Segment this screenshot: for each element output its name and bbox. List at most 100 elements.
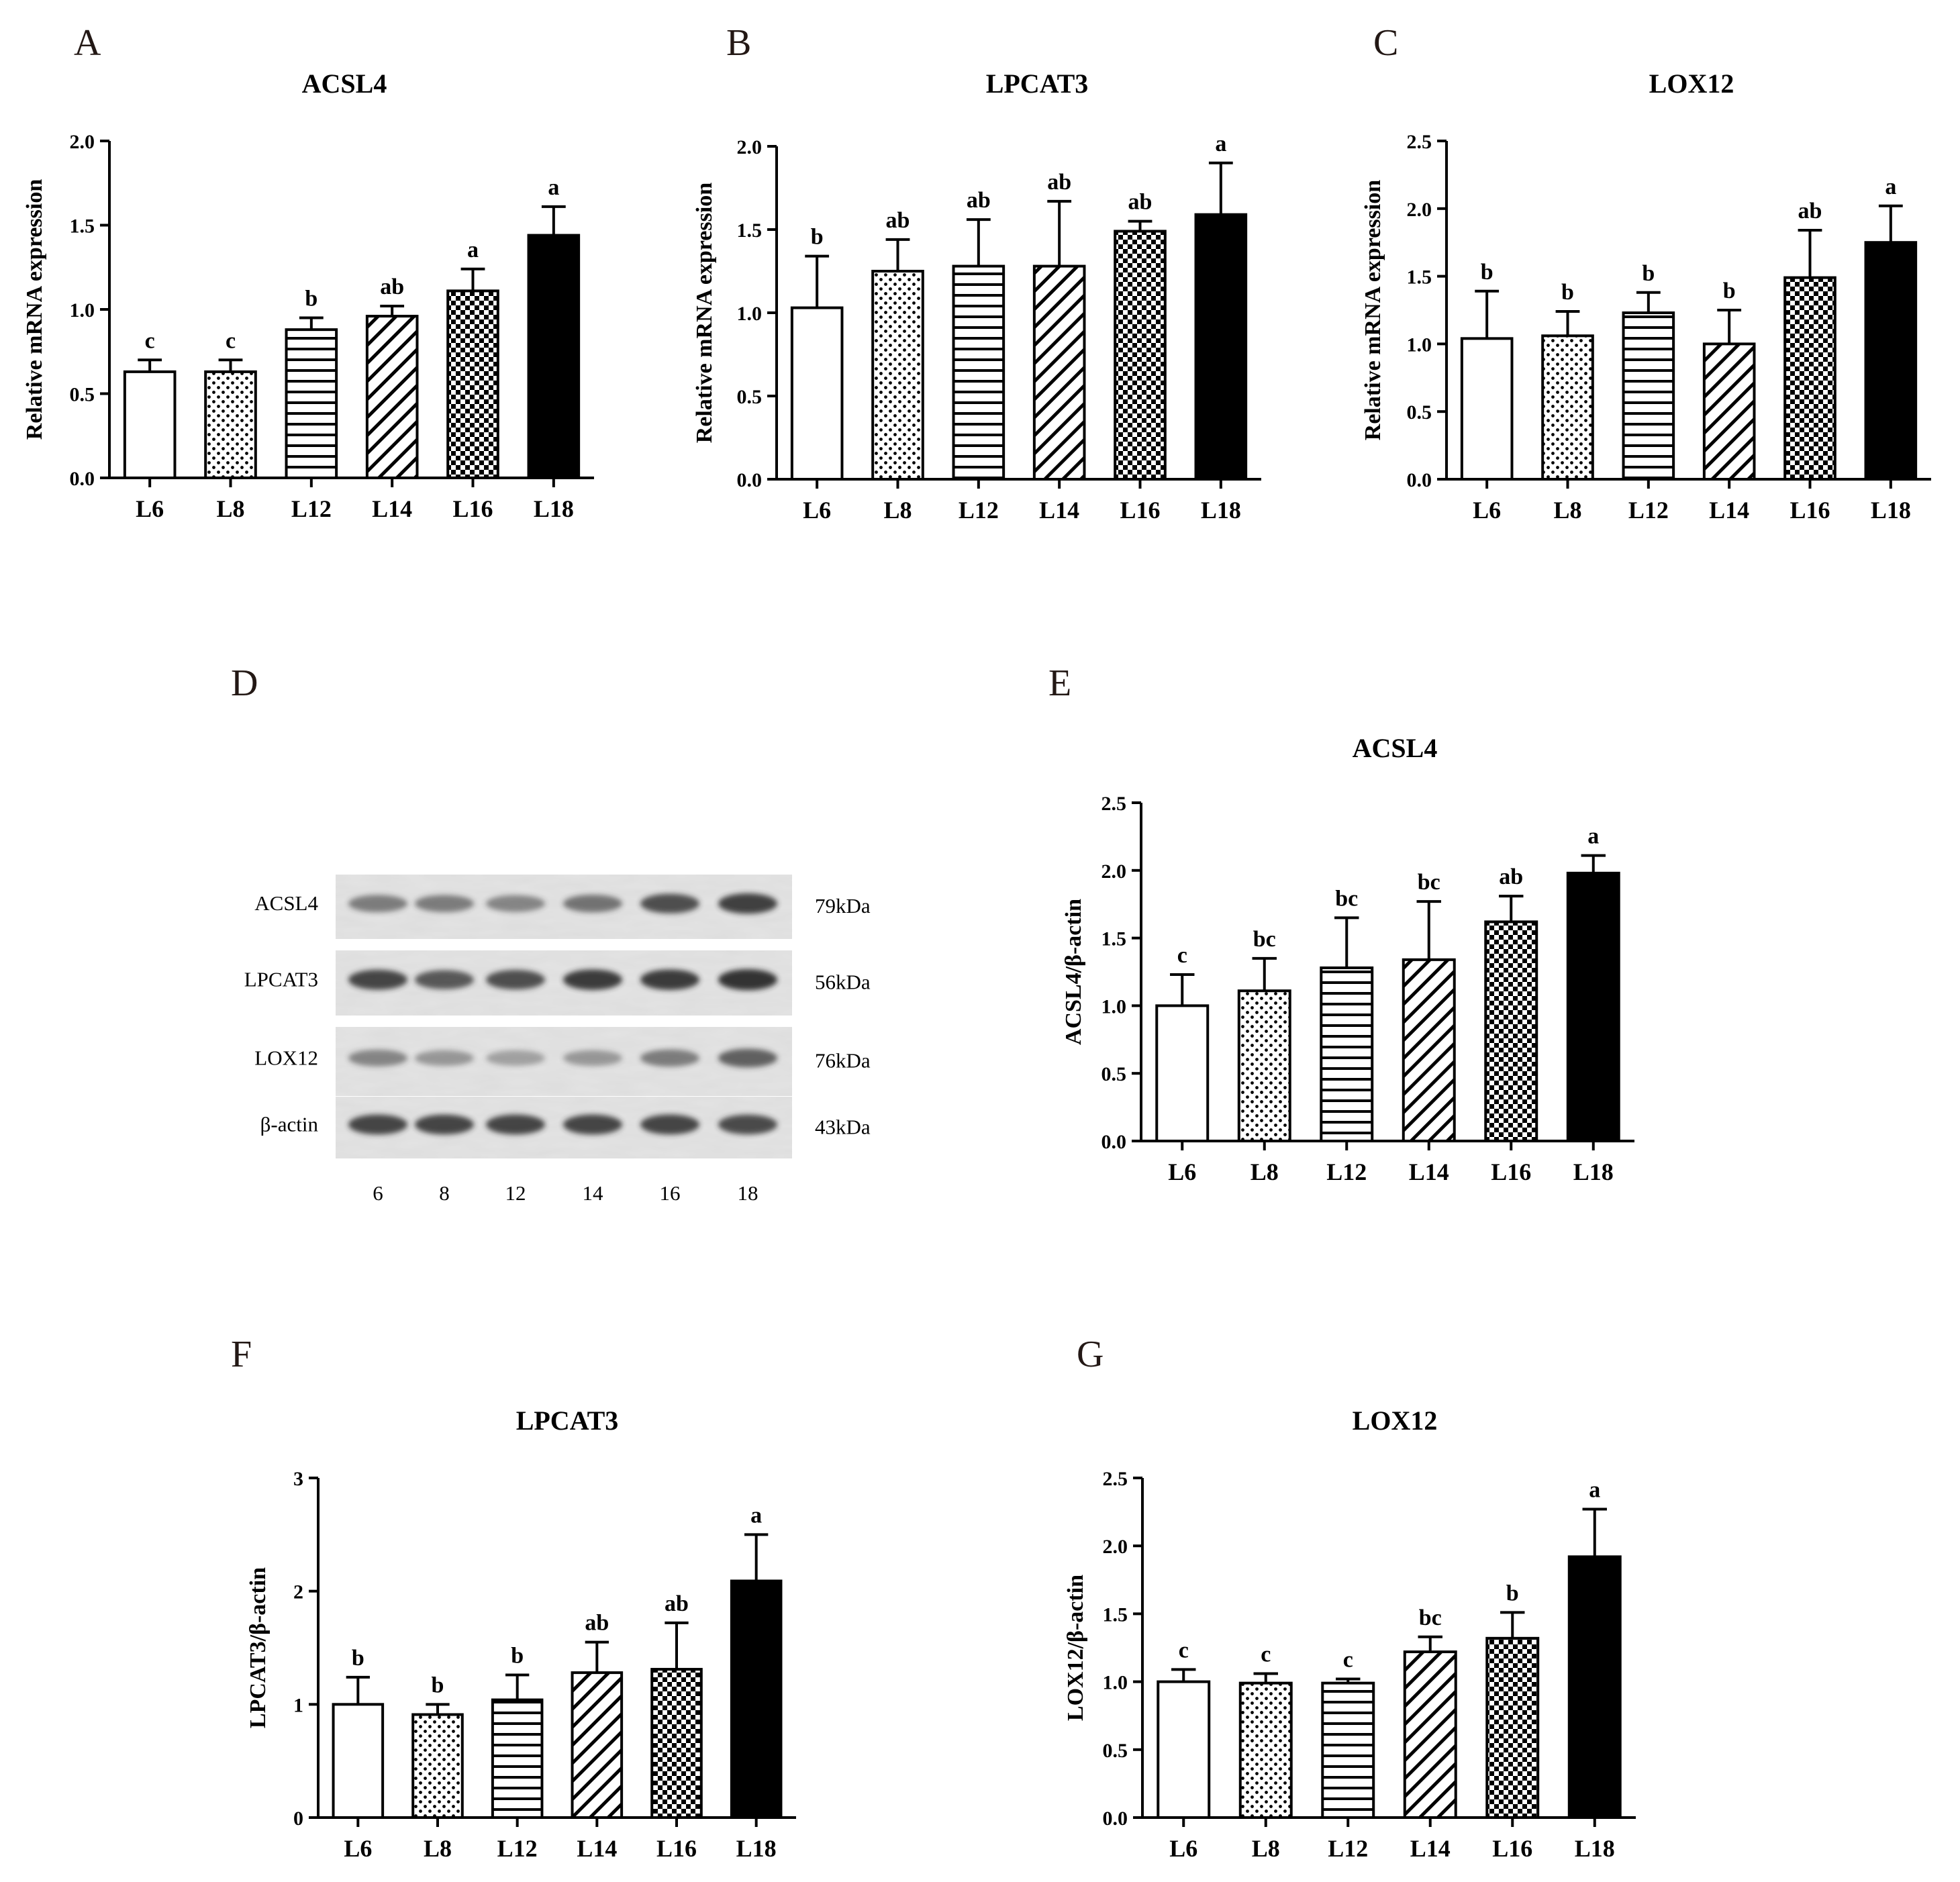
chart-f-sig-label: b xyxy=(511,1643,524,1668)
chart-c-sig-label: b xyxy=(1642,261,1655,286)
blot-band xyxy=(486,895,545,912)
panel-letter-d: D xyxy=(231,662,258,704)
blot-band xyxy=(486,1050,545,1066)
chart-b-xtick-label: L12 xyxy=(959,497,999,524)
panel-letter-b: B xyxy=(726,22,751,64)
chart-a-xtick-label: L16 xyxy=(452,495,493,522)
chart-c-sig-label: ab xyxy=(1798,199,1822,224)
chart-c-ytick-label: 1.5 xyxy=(1407,266,1432,289)
chart-a-sig-label: c xyxy=(226,328,236,353)
chart-b-xtick-label: L8 xyxy=(883,497,912,524)
chart-e-sig-label: bc xyxy=(1418,870,1440,895)
chart-g-ylabel: LOX12/β-actin xyxy=(1063,1575,1088,1721)
blot-band xyxy=(640,1049,699,1067)
chart-f-title: LPCAT3 xyxy=(516,1405,619,1436)
chart-f-sig-label: b xyxy=(352,1646,364,1671)
chart-g-sig-label: c xyxy=(1343,1648,1353,1673)
chart-g-bar-l16 xyxy=(1485,1636,1540,1820)
chart-c-bar-l6 xyxy=(1460,337,1514,481)
chart-c-bar-l16 xyxy=(1783,276,1836,481)
chart-f-sig-label: ab xyxy=(585,1611,609,1636)
chart-b-bar-l18 xyxy=(1194,213,1248,481)
chart-c-bar-l8 xyxy=(1541,334,1594,481)
blot-strip-texture xyxy=(336,875,792,939)
blot-strip-texture xyxy=(336,1027,792,1096)
chart-a-sig-label: ab xyxy=(380,275,404,299)
chart-a-xtick-label: L12 xyxy=(291,495,332,522)
chart-f-xtick-label: L8 xyxy=(424,1835,452,1862)
chart-c-bar-l14 xyxy=(1702,342,1756,481)
chart-c-ylabel: Relative mRNA expression xyxy=(1361,180,1385,441)
chart-g-sig-label: a xyxy=(1589,1478,1600,1503)
panel-letter-g: G xyxy=(1077,1334,1104,1375)
blot-band xyxy=(718,969,777,991)
chart-b-xtick-label: L6 xyxy=(803,497,831,524)
chart-g-ytick-label: 2.0 xyxy=(1103,1536,1128,1558)
chart-c-sig-label: b xyxy=(1481,260,1493,285)
chart-c-title: LOX12 xyxy=(1649,68,1734,99)
chart-f-bar-l16 xyxy=(650,1668,703,1819)
blot-row-label: LPCAT3 xyxy=(244,968,318,991)
blot-band xyxy=(415,895,474,913)
chart-b-bar-l12 xyxy=(952,264,1006,481)
chart-a-sig-label: b xyxy=(305,287,317,311)
chart-g-title: LOX12 xyxy=(1353,1405,1438,1436)
chart-a-title: ACSL4 xyxy=(302,68,387,99)
chart-c-xtick-label: L6 xyxy=(1473,497,1501,524)
chart-b-ytick-label: 1.0 xyxy=(737,303,763,325)
blot-band xyxy=(348,1049,407,1067)
chart-e-ytick-label: 0.0 xyxy=(1101,1131,1127,1153)
chart-f-xtick-label: L6 xyxy=(344,1835,372,1862)
chart-g-xtick-label: L18 xyxy=(1575,1835,1615,1862)
chart-b-sig-label: a xyxy=(1215,132,1226,156)
chart-g-bar-l14 xyxy=(1403,1650,1457,1820)
chart-e-bar-l8 xyxy=(1237,989,1291,1142)
blot-band xyxy=(718,1114,777,1135)
chart-g-ytick-label: 0.5 xyxy=(1103,1740,1128,1762)
chart-a-ylabel: Relative mRNA expression xyxy=(22,179,47,440)
blot-kda-label: 79kDa xyxy=(815,894,871,918)
chart-e-sig-label: a xyxy=(1587,824,1599,849)
blot-band xyxy=(640,969,699,990)
chart-b-xtick-label: L18 xyxy=(1201,497,1241,524)
chart-g-xtick-label: L8 xyxy=(1252,1835,1280,1862)
blot-band xyxy=(415,1114,474,1135)
blot-band xyxy=(718,893,777,914)
chart-e-ytick-label: 0.5 xyxy=(1101,1063,1127,1085)
blot-row-label: LOX12 xyxy=(254,1046,318,1069)
chart-b-ytick-label: 1.5 xyxy=(737,219,763,242)
chart-b-sig-label: b xyxy=(811,225,824,250)
chart-a-sig-label: c xyxy=(145,328,155,353)
chart-b-title: LPCAT3 xyxy=(986,68,1089,99)
chart-e-xtick-label: L6 xyxy=(1168,1158,1196,1185)
chart-f-bar-l8 xyxy=(411,1713,464,1820)
chart-g-ytick-label: 1.0 xyxy=(1103,1672,1128,1694)
chart-g-sig-label: c xyxy=(1179,1638,1189,1663)
chart-g-ytick-label: 1.5 xyxy=(1103,1603,1128,1626)
chart-e-xtick-label: L16 xyxy=(1491,1158,1531,1185)
chart-a-ytick-label: 0.5 xyxy=(70,384,95,406)
chart-e-sig-label: c xyxy=(1177,943,1187,968)
chart-c-xtick-label: L8 xyxy=(1553,497,1581,524)
chart-f-bar-l18 xyxy=(730,1579,783,1819)
chart-e-ylabel: ACSL4/β-actin xyxy=(1061,899,1086,1045)
chart-b-xtick-label: L14 xyxy=(1039,497,1079,524)
chart-a-sig-label: a xyxy=(548,175,559,200)
chart-g-xtick-label: L16 xyxy=(1492,1835,1532,1862)
chart-g-lox12-protein: LOX12 LOX12/β-actin 0.0 0.5 1.0 1.5 2.0 2.5 c L6 c… xyxy=(1063,1405,1636,1862)
chart-a-bar-l6 xyxy=(123,370,177,479)
chart-c-ytick-label: 2.5 xyxy=(1407,131,1432,153)
chart-f-xtick-label: L14 xyxy=(577,1835,617,1862)
blot-band xyxy=(348,1114,407,1135)
blot-band xyxy=(486,970,545,990)
chart-b-bar-l14 xyxy=(1032,264,1086,481)
chart-f-ytick-label: 0 xyxy=(293,1807,303,1830)
chart-a-bar-l16 xyxy=(446,289,499,479)
chart-f-sig-label: a xyxy=(750,1503,762,1528)
chart-c-sig-label: a xyxy=(1885,175,1896,199)
chart-e-acsl4-protein: ACSL4 ACSL4/β-actin 0.0 0.5 1.0 1.5 2.0 2.5 c L6 b… xyxy=(1061,733,1634,1185)
chart-a-xtick-label: L8 xyxy=(216,495,244,522)
blot-band xyxy=(415,970,474,989)
blot-band xyxy=(486,1114,545,1135)
